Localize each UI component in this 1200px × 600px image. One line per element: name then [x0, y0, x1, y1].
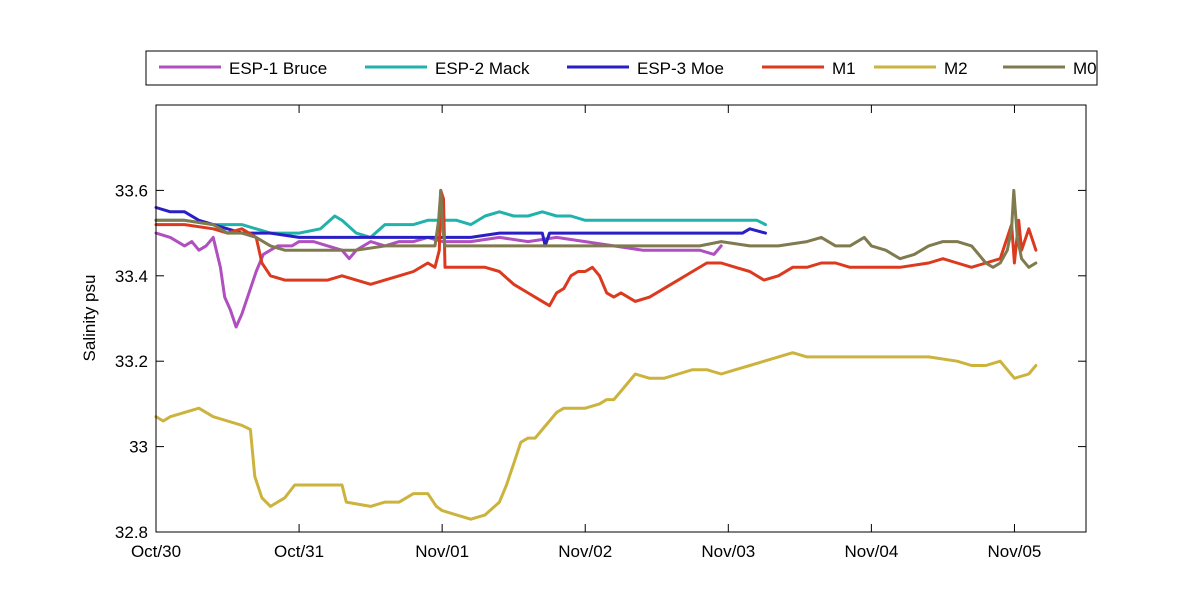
plot-background: [156, 105, 1086, 532]
legend-label: M1: [832, 59, 856, 78]
y-axis: 32.8 33 33.2 33.4 33.6: [115, 181, 1086, 542]
x-tick-label: Nov/04: [844, 542, 898, 561]
series-layer: [154, 188, 1038, 521]
legend-entry: ESP-2 Mack: [365, 59, 530, 78]
x-tick-label: Nov/05: [988, 542, 1042, 561]
x-tick-label: Oct/31: [274, 542, 324, 561]
x-tick-label: Nov/01: [415, 542, 469, 561]
y-axis-title: Salinity psu: [80, 275, 99, 362]
y-tick-label: 33.2: [115, 352, 148, 371]
x-axis: Oct/30 Oct/31 Nov/01 Nov/02 Nov/03 Nov/04 Nov/…: [131, 105, 1041, 561]
series-line-m1: [154, 188, 1038, 308]
series-line-esp-3-moe: [154, 206, 767, 248]
series-line-esp-2-mack: [154, 210, 767, 239]
legend-entry: M2: [874, 59, 968, 78]
y-tick-label: 33: [129, 438, 148, 457]
legend-label: M0: [1073, 59, 1097, 78]
x-tick-label: Nov/02: [558, 542, 612, 561]
legend-label: M2: [944, 59, 968, 78]
y-tick-label: 32.8: [115, 523, 148, 542]
series-line-m0: [154, 188, 1038, 269]
legend-label: ESP-1 Bruce: [229, 59, 327, 78]
y-tick-label: 33.4: [115, 267, 148, 286]
plot-area: Oct/30 Oct/31 Nov/01 Nov/02 Nov/03 Nov/04 Nov/…: [115, 104, 1087, 561]
legend-entry: ESP-1 Bruce: [159, 59, 327, 78]
legend: ESP-1 Bruce ESP-2 Mack ESP-3 Moe M1 M2 M0: [145, 50, 1098, 86]
series-line-m2: [154, 351, 1038, 521]
x-tick-label: Nov/03: [701, 542, 755, 561]
legend-entry: ESP-3 Moe: [567, 59, 724, 78]
legend-entry: M1: [762, 59, 856, 78]
x-tick-label: Oct/30: [131, 542, 181, 561]
series-line-esp-1-bruce: [154, 231, 723, 329]
legend-entry: M0: [1003, 59, 1097, 78]
plot-frame: [155, 104, 1087, 533]
legend-label: ESP-3 Moe: [637, 59, 724, 78]
legend-label: ESP-2 Mack: [435, 59, 530, 78]
y-tick-label: 33.6: [115, 181, 148, 200]
